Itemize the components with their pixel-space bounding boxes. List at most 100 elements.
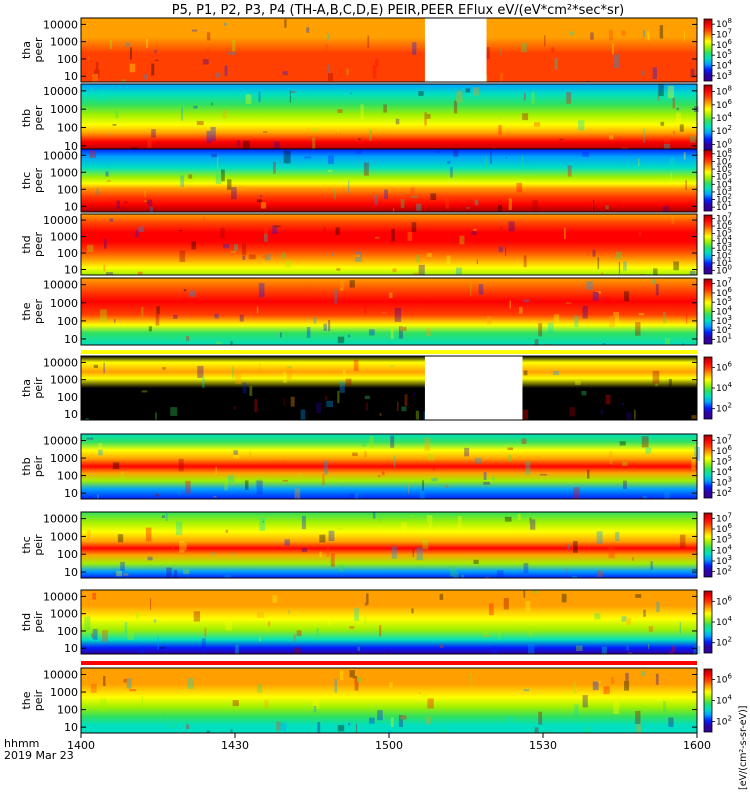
colorbar-tick-label: 103 xyxy=(716,241,732,254)
colorbar-tick-label: 103 xyxy=(716,314,732,327)
colorbar-tick-label: 103 xyxy=(716,185,732,198)
y-tick-label: 10000 xyxy=(43,669,78,682)
y-tick-label: 10 xyxy=(64,642,78,655)
panel-species-label: peer xyxy=(32,37,45,63)
y-tick-label: 1000 xyxy=(50,608,78,621)
colorbar-tick-label: 106 xyxy=(716,444,732,457)
colorbar-tick-label: 108 xyxy=(716,85,732,98)
colorbar-tick-label: 106 xyxy=(716,162,732,175)
y-tick-label: 10 xyxy=(64,408,78,421)
y-tick-label: 10000 xyxy=(43,149,78,162)
colorbar-tick-label: 106 xyxy=(716,38,732,51)
panel-probe-label: thc xyxy=(20,172,33,189)
x-tick-label: 1530 xyxy=(529,739,557,752)
separator-strip xyxy=(81,656,697,663)
colorbar xyxy=(703,149,713,212)
colorbar-tick-label: 106 xyxy=(716,522,732,535)
colorbar-tick-label: 108 xyxy=(716,147,732,160)
colorbar-tick-label: 104 xyxy=(716,111,732,124)
y-tick-label: 10 xyxy=(64,264,78,277)
colorbar-tick-label: 104 xyxy=(716,694,732,707)
y-tick-label: 1000 xyxy=(50,452,78,465)
colorbar-tick-label: 105 xyxy=(716,295,732,308)
panel-species-label: peer xyxy=(32,299,45,325)
y-tick-label: 10000 xyxy=(43,279,78,292)
colorbar-tick-label: 101 xyxy=(716,256,732,269)
y-tick-label: 10 xyxy=(64,333,78,346)
panel-frame xyxy=(80,433,698,500)
y-tick-label: 1000 xyxy=(50,686,78,699)
spectrogram-image xyxy=(81,512,697,578)
x-axis-corner-label: hhmm xyxy=(4,737,39,750)
y-tick-label: 100 xyxy=(57,247,78,260)
colorbar-tick-label: 104 xyxy=(716,615,732,628)
y-tick-label: 10 xyxy=(64,721,78,734)
y-tick-label: 100 xyxy=(57,122,78,135)
colorbar-tick-label: 100 xyxy=(716,263,732,276)
colorbar xyxy=(703,214,713,275)
colorbar-tick-label: 101 xyxy=(716,200,732,213)
panel-species-label: peir xyxy=(32,534,45,556)
panel-thd-peir: 10 100 1000 10000 thd peir 102 104 106 xyxy=(20,589,732,655)
colorbar-tick-label: 106 xyxy=(716,286,732,299)
colorbar-tick-label: 106 xyxy=(716,594,732,607)
spectrogram-texture xyxy=(86,214,696,275)
y-tick-label: 10 xyxy=(64,140,78,153)
colorbar xyxy=(703,18,713,82)
y-tick-label: 10000 xyxy=(43,214,78,227)
panel-the-peer: 10 100 1000 10000 the peer 1011021031041051061… xyxy=(20,277,732,346)
panel-probe-label: thb xyxy=(20,109,33,127)
panel-species-label: peir xyxy=(32,611,45,633)
y-tick-label: 100 xyxy=(57,391,78,404)
spectrogram-texture xyxy=(89,149,687,212)
colorbar-tick-label: 107 xyxy=(716,154,732,167)
colorbar-tick-label: 107 xyxy=(716,277,732,290)
panel-frame xyxy=(80,277,698,346)
y-tick-label: 10 xyxy=(64,70,78,83)
panel-probe-label: the xyxy=(20,302,33,320)
spectrogram-texture xyxy=(84,590,701,654)
y-tick-label: 1000 xyxy=(50,374,78,387)
colorbar-tick-label: 103 xyxy=(716,554,732,567)
colorbar-tick-label: 101 xyxy=(716,332,732,345)
spectrogram-image xyxy=(81,356,697,420)
spectrogram-image xyxy=(81,278,697,345)
panel-probe-label: thb xyxy=(20,457,33,475)
colorbar-tick-label: 106 xyxy=(716,673,732,686)
colorbar xyxy=(703,278,713,345)
y-tick-label: 100 xyxy=(57,625,78,638)
y-tick-label: 100 xyxy=(57,548,78,561)
y-tick-label: 1000 xyxy=(50,297,78,310)
colorbar-tick-label: 104 xyxy=(716,305,732,318)
spectrogram-image xyxy=(81,18,697,82)
colorbar xyxy=(703,84,713,152)
panel-frame xyxy=(80,17,698,83)
spectrogram-texture xyxy=(90,670,692,733)
colorbar-tick-label: 106 xyxy=(716,219,732,232)
colorbar-tick-label: 107 xyxy=(716,28,732,41)
colorbar-unit-label: [eV/(cm²-s-sr-eV)] xyxy=(738,706,749,790)
colorbar-tick-label: 103 xyxy=(716,475,732,488)
colorbar xyxy=(703,434,713,499)
colorbar-tick-label: 102 xyxy=(716,249,732,262)
panel-frame xyxy=(80,511,698,579)
colorbar xyxy=(703,512,713,578)
y-tick-label: 10 xyxy=(64,566,78,579)
y-tick-label: 1000 xyxy=(50,530,78,543)
y-tick-label: 10000 xyxy=(43,356,78,369)
colorbar xyxy=(703,668,713,733)
spectrogram-image xyxy=(81,590,697,654)
colorbar-tick-label: 105 xyxy=(716,454,732,467)
panel-probe-label: thc xyxy=(20,536,33,553)
colorbar-tick-label: 102 xyxy=(716,193,732,206)
colorbar-tick-label: 105 xyxy=(716,170,732,183)
x-tick-label: 1600 xyxy=(683,739,711,752)
spectrogram-texture xyxy=(86,435,700,499)
panel-probe-label: thd xyxy=(20,235,33,253)
